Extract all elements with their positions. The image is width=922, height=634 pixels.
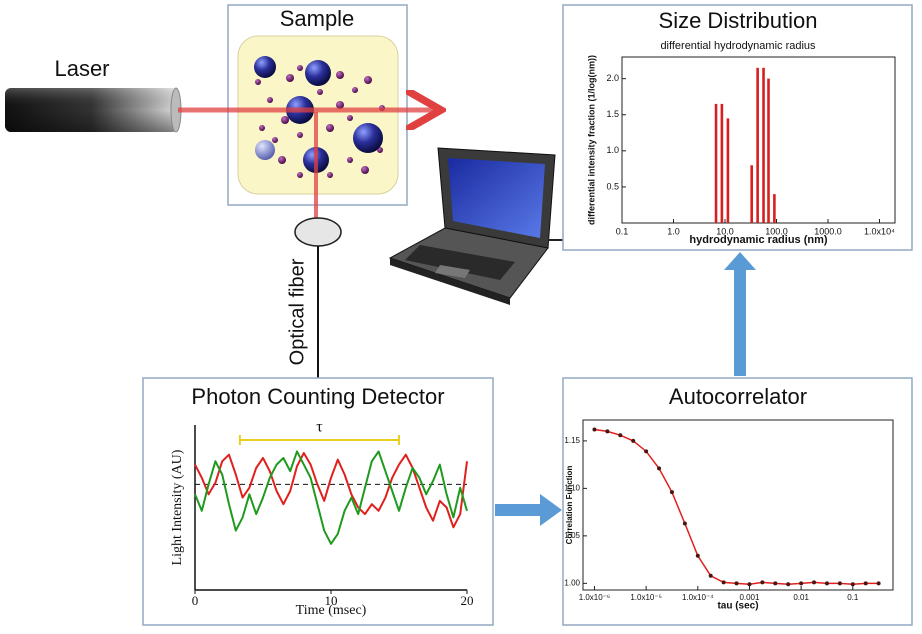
data-point bbox=[799, 581, 804, 586]
x-tick-label: 1.0x10⁴ bbox=[864, 226, 895, 236]
x-tick-label: 10.0 bbox=[716, 226, 734, 236]
x-tick-label: 20 bbox=[461, 593, 474, 608]
intensity-trace bbox=[194, 452, 468, 529]
x-tick-label: 1.0x10⁻⁵ bbox=[630, 593, 662, 602]
data-point bbox=[863, 581, 868, 586]
x-tick-label: 0.01 bbox=[793, 593, 809, 602]
y-axis-label: Light Intensity (AU) bbox=[170, 449, 185, 565]
y-tick-label: 1.10 bbox=[564, 483, 580, 492]
x-tick-label: 0.001 bbox=[739, 593, 760, 602]
laptop bbox=[388, 147, 563, 305]
data-point bbox=[605, 429, 610, 434]
y-tick-label: 1.5 bbox=[606, 109, 619, 119]
y-tick-label: 0.5 bbox=[606, 181, 619, 191]
plot-frame bbox=[582, 419, 894, 591]
data-point bbox=[644, 449, 649, 454]
x-tick-label: 1.0 bbox=[667, 226, 680, 236]
sample-title: Sample bbox=[280, 6, 355, 31]
y-tick-label: 2.0 bbox=[606, 73, 619, 83]
data-point bbox=[786, 582, 791, 587]
flow-arrow bbox=[495, 494, 562, 526]
data-point bbox=[592, 427, 597, 432]
y-tick-label: 1.0 bbox=[606, 145, 619, 155]
data-point bbox=[812, 580, 817, 585]
x-tick-label: 100.0 bbox=[765, 226, 788, 236]
laser bbox=[5, 87, 182, 133]
x-axis-label: hydrodynamic radius (nm) bbox=[689, 234, 827, 246]
x-tick-label: 1.0x10⁻⁴ bbox=[682, 593, 714, 602]
data-point bbox=[850, 582, 855, 587]
y-tick-label: 1.00 bbox=[564, 578, 580, 587]
data-point bbox=[618, 433, 623, 438]
x-tick-label: 0 bbox=[192, 593, 199, 608]
intensity-trace bbox=[194, 450, 468, 545]
data-point bbox=[682, 521, 687, 526]
autocorrelator-box bbox=[562, 377, 913, 626]
data-point bbox=[876, 581, 881, 586]
data-point bbox=[747, 582, 752, 587]
data-point bbox=[669, 490, 674, 495]
bar bbox=[762, 67, 765, 224]
fiber-label: Optical fiber bbox=[286, 258, 308, 365]
bar bbox=[773, 194, 776, 223]
data-point bbox=[695, 553, 700, 558]
data-point bbox=[824, 581, 829, 586]
data-point bbox=[837, 581, 842, 586]
x-tick-label: 10 bbox=[325, 593, 338, 608]
detector-box bbox=[142, 377, 494, 626]
bar bbox=[750, 165, 754, 223]
flow-arrow bbox=[724, 252, 756, 376]
x-tick-label: 1000.0 bbox=[814, 226, 842, 236]
data-point bbox=[773, 581, 778, 586]
bar bbox=[720, 103, 724, 223]
data-point bbox=[760, 580, 765, 585]
chart-subtitle: differential hydrodynamic radius bbox=[660, 40, 816, 52]
y-axis-label: differential intensity fraction (1/log(n… bbox=[586, 55, 596, 225]
laser-label: Laser bbox=[54, 56, 109, 81]
size-box bbox=[562, 4, 913, 251]
data-point bbox=[657, 466, 662, 471]
bar bbox=[767, 78, 770, 223]
data-point bbox=[631, 438, 636, 443]
data-point bbox=[734, 581, 739, 586]
x-axis-label: Time (msec) bbox=[296, 603, 367, 618]
x-axis-label: tau (sec) bbox=[717, 601, 758, 612]
tau-label: τ bbox=[316, 419, 323, 436]
bar bbox=[726, 118, 730, 223]
detector-title: Photon Counting Detector bbox=[191, 384, 444, 409]
x-tick-label: 0.1 bbox=[847, 593, 859, 602]
y-tick-label: 1.05 bbox=[564, 531, 580, 540]
data-point bbox=[708, 573, 713, 578]
bar bbox=[756, 67, 759, 224]
bar bbox=[714, 103, 718, 223]
data-point bbox=[721, 580, 726, 585]
lens bbox=[294, 217, 342, 247]
x-tick-label: 1.0x10⁻⁶ bbox=[579, 593, 611, 602]
x-tick-label: 0.1 bbox=[616, 226, 629, 236]
y-axis-label: Correlation Function bbox=[565, 466, 574, 545]
autocorrelator-title: Autocorrelator bbox=[669, 384, 807, 409]
size-title: Size Distribution bbox=[659, 8, 818, 33]
y-tick-label: 1.15 bbox=[564, 436, 580, 445]
